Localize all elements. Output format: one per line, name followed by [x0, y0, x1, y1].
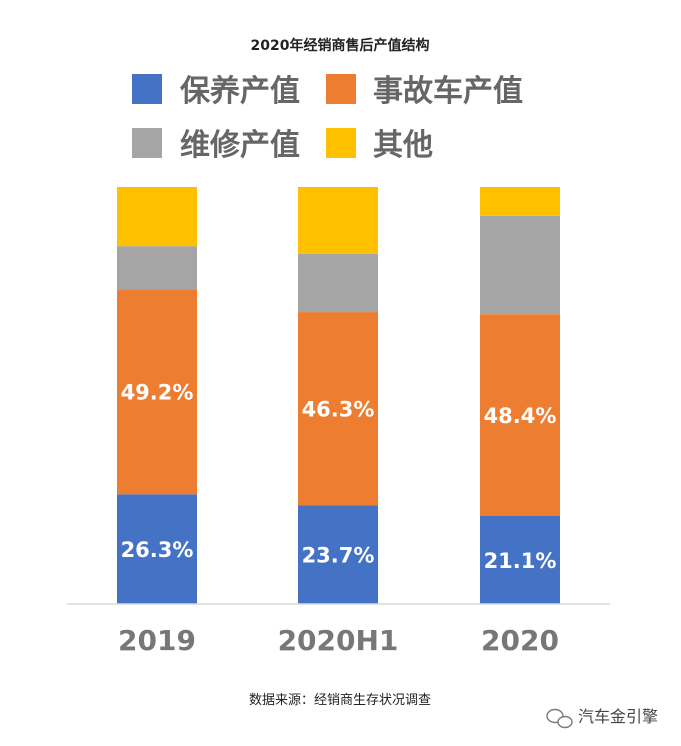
category-label-2020: 2020 — [481, 624, 559, 657]
legend-item-other: 其他 — [326, 128, 433, 163]
bar-maintenance-2020 — [480, 516, 560, 604]
bar-other-2020 — [480, 187, 560, 216]
bar-accident-2019 — [117, 289, 197, 495]
bar-other-2020h1 — [298, 187, 378, 254]
data-label-maintenance-2019: 26.3% — [121, 538, 194, 562]
category-label-2020h1: 2020H1 — [278, 624, 399, 657]
category-label-2019: 2019 — [118, 624, 196, 657]
bar-accident-2020 — [480, 314, 560, 517]
data-label-maintenance-2020: 21.1% — [484, 549, 557, 573]
bars — [117, 187, 560, 604]
data-label-accident-2020: 48.4% — [484, 404, 557, 428]
data-label-maintenance-2020h1: 23.7% — [302, 544, 375, 568]
bar-repair-2019 — [117, 246, 197, 290]
watermark-text: 汽车金引擎 — [578, 707, 658, 726]
legend: 保养产值 事故车产值 维修产值 其他 — [132, 74, 523, 163]
legend-swatch-accident — [326, 74, 356, 104]
bar-repair-2020h1 — [298, 253, 378, 313]
data-label-accident-2019: 49.2% — [121, 381, 194, 405]
legend-item-accident: 事故车产值 — [326, 74, 523, 109]
bar-other-2019 — [117, 187, 197, 247]
legend-item-repair: 维修产值 — [132, 128, 300, 163]
legend-swatch-maintenance — [132, 74, 162, 104]
legend-label-other: 其他 — [373, 128, 433, 163]
bar-maintenance-2020h1 — [298, 505, 378, 604]
wechat-icon — [546, 708, 573, 729]
legend-label-accident: 事故车产值 — [373, 74, 523, 109]
source-note: 数据来源：经销商生存状况调查 — [249, 693, 431, 708]
chart-title: 2020年经销商售后产值结构 — [251, 37, 430, 54]
bar-repair-2020 — [480, 215, 560, 315]
legend-label-maintenance: 保养产值 — [180, 74, 300, 109]
bar-maintenance-2019 — [117, 494, 197, 604]
data-label-accident-2020h1: 46.3% — [302, 398, 375, 422]
category-labels: 2019 2020H1 2020 — [118, 624, 559, 657]
bar-accident-2020h1 — [298, 312, 378, 506]
legend-label-repair: 维修产值 — [180, 128, 300, 163]
watermark: 汽车金引擎 — [546, 707, 658, 729]
legend-swatch-other — [326, 128, 356, 158]
legend-swatch-repair — [132, 128, 162, 158]
legend-item-maintenance: 保养产值 — [132, 74, 300, 109]
data-labels: 26.3% 49.2% 23.7% 46.3% 21.1% 48.4% — [121, 381, 557, 573]
